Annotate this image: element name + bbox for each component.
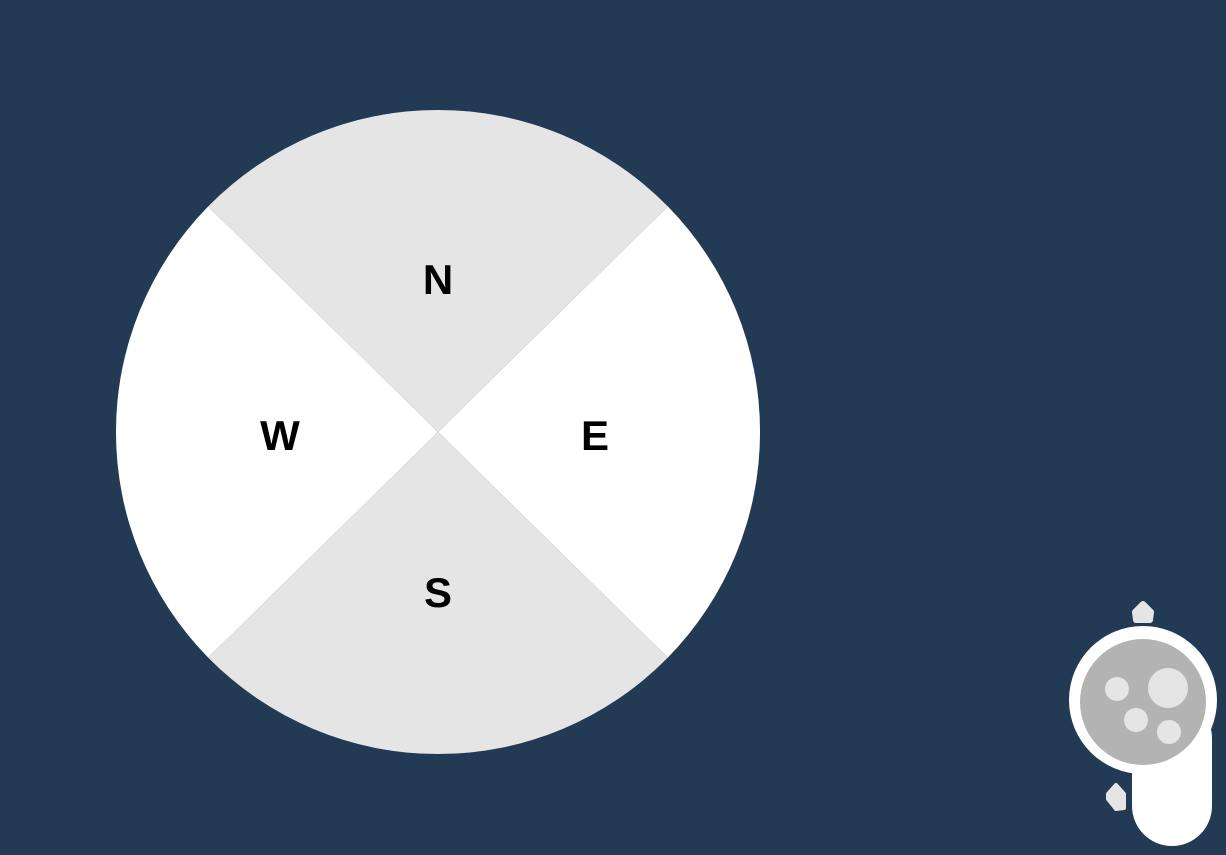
label-east: E — [581, 412, 609, 459]
controller-button-bottom-right — [1157, 720, 1181, 744]
label-north: N — [423, 256, 453, 303]
label-south: S — [424, 569, 452, 616]
controller-face — [1080, 639, 1206, 765]
controller-side-trigger — [1106, 783, 1126, 811]
controller-button-large — [1148, 668, 1188, 708]
label-west: W — [260, 412, 300, 459]
controller-button-left — [1105, 677, 1129, 701]
sector-north[interactable] — [208, 109, 668, 432]
vr-controller-icon — [1069, 601, 1217, 846]
sector-east[interactable] — [438, 206, 761, 658]
controller-button-bottom-left — [1124, 708, 1148, 732]
controller-top-nub — [1132, 601, 1154, 623]
sector-south[interactable] — [208, 432, 668, 755]
sector-west[interactable] — [115, 206, 438, 658]
